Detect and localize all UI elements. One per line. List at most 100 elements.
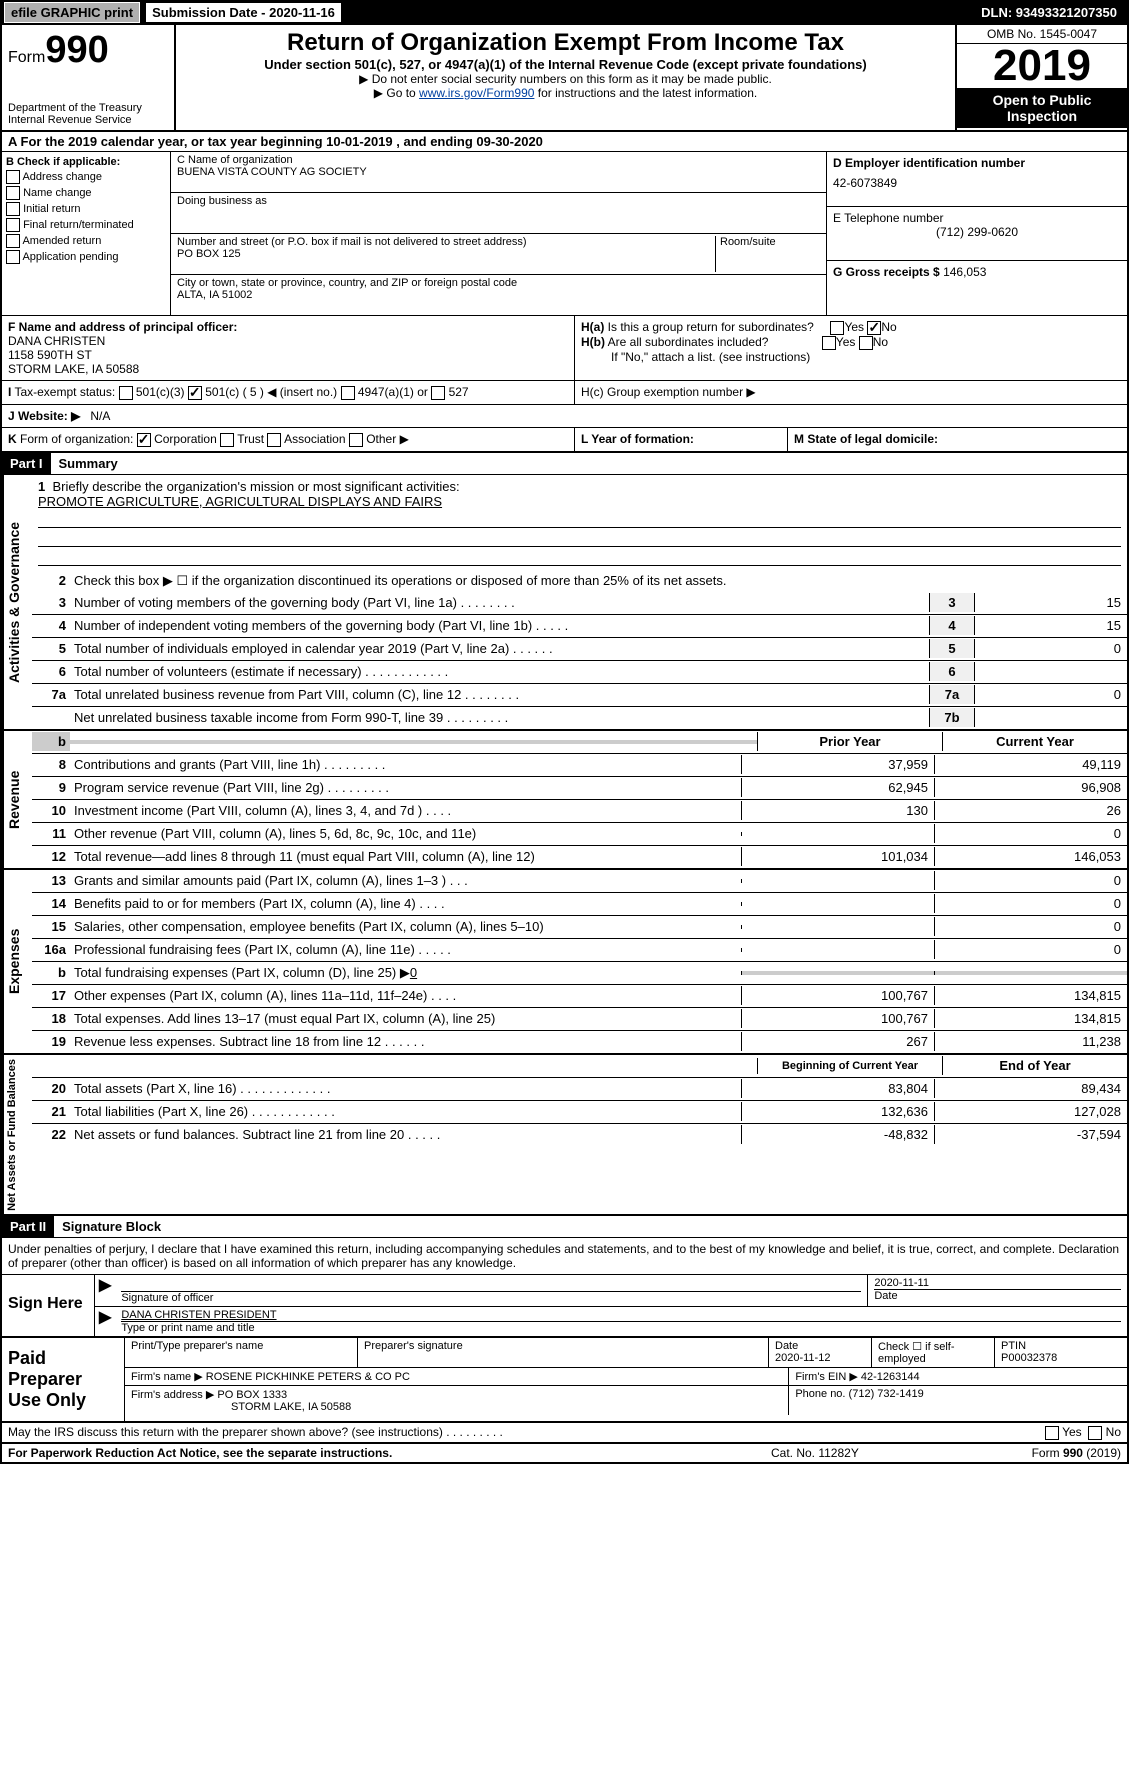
line17-curr: 134,815 [934, 986, 1127, 1005]
line16b-prior [741, 971, 934, 975]
line7a: Total unrelated business revenue from Pa… [70, 685, 929, 704]
prep-check[interactable]: Check ☐ if self-employed [872, 1338, 995, 1367]
line12-curr: 146,053 [934, 847, 1127, 866]
vert-revenue: Revenue [2, 731, 32, 868]
gross-label: G Gross receipts $ [833, 265, 940, 279]
prep-phone-label: Phone no. [795, 1388, 845, 1400]
part1-label: Part I [2, 453, 51, 474]
sec-b-label: B Check if applicable: [6, 156, 166, 168]
h-b: H(b) Are all subordinates included? Yes … [581, 335, 1121, 350]
form-no: 990 [45, 29, 108, 71]
col-current: Current Year [942, 732, 1127, 751]
officer-name: DANA CHRISTEN [8, 334, 105, 348]
footer-right: Form 990 (2019) [971, 1446, 1121, 1460]
line22-begin: -48,832 [741, 1125, 934, 1144]
room-label: Room/suite [715, 236, 820, 272]
preparer-label: Paid Preparer Use Only [2, 1338, 125, 1421]
line11: Other revenue (Part VIII, column (A), li… [70, 824, 741, 843]
note-link: ▶ Go to www.irs.gov/Form990 for instruct… [182, 86, 949, 100]
line14-curr: 0 [934, 894, 1127, 913]
firm-addr-label: Firm's address ▶ [131, 1389, 214, 1401]
cb-final[interactable]: Final return/terminated [6, 218, 166, 232]
cb-initial[interactable]: Initial return [6, 202, 166, 216]
phone-value: (712) 299-0620 [833, 225, 1121, 239]
line8: Contributions and grants (Part VIII, lin… [70, 755, 741, 774]
note-ssn: ▶ Do not enter social security numbers o… [182, 72, 949, 86]
cb-name[interactable]: Name change [6, 186, 166, 200]
line5: Total number of individuals employed in … [70, 639, 929, 658]
line9: Program service revenue (Part VIII, line… [70, 778, 741, 797]
line9-curr: 96,908 [934, 778, 1127, 797]
line19-curr: 11,238 [934, 1032, 1127, 1051]
irs-link[interactable]: www.irs.gov/Form990 [419, 86, 534, 100]
line21-begin: 132,636 [741, 1102, 934, 1121]
sign-here-label: Sign Here [2, 1275, 95, 1336]
cb-amended[interactable]: Amended return [6, 234, 166, 248]
section-l: L Year of formation: [575, 428, 788, 451]
section-b: B Check if applicable: Address change Na… [2, 152, 171, 315]
firm-ein: 42-1263144 [861, 1371, 920, 1383]
form-subtitle: Under section 501(c), 527, or 4947(a)(1)… [182, 57, 949, 72]
firm-name: ROSENE PICKHINKE PETERS & CO PC [206, 1371, 410, 1383]
form-number: Form990 [8, 29, 168, 72]
org-name: BUENA VISTA COUNTY AG SOCIETY [177, 166, 820, 178]
tax-year: 2019 [957, 44, 1127, 88]
gross-value: 146,053 [943, 265, 986, 279]
vert-expenses: Expenses [2, 870, 32, 1053]
line14: Benefits paid to or for members (Part IX… [70, 894, 741, 913]
efile-link[interactable]: efile GRAPHIC print [4, 2, 140, 23]
note-pre: ▶ Go to [374, 86, 419, 100]
line8-prior: 37,959 [741, 755, 934, 774]
cb-address[interactable]: Address change [6, 170, 166, 184]
addr-label: Number and street (or P.O. box if mail i… [177, 236, 715, 248]
line16b: Total fundraising expenses (Part IX, col… [70, 963, 741, 983]
h-a: H(a) Is this a group return for subordin… [581, 320, 1121, 335]
sig-officer-label: Signature of officer [121, 1291, 861, 1304]
line10-prior: 130 [741, 801, 934, 820]
prep-print-label: Print/Type preparer's name [125, 1338, 358, 1367]
note-post: for instructions and the latest informat… [534, 86, 757, 100]
line21: Total liabilities (Part X, line 26) . . … [70, 1102, 741, 1121]
line11-prior [741, 832, 934, 836]
officer-addr2: STORM LAKE, IA 50588 [8, 362, 139, 376]
discuss-yes[interactable]: Yes [1045, 1425, 1082, 1440]
line6-val [975, 670, 1127, 674]
form-label: Form [8, 49, 45, 66]
mission-text: PROMOTE AGRICULTURE, AGRICULTURAL DISPLA… [38, 494, 1121, 509]
prep-date: 2020-11-12 [775, 1352, 830, 1364]
firm-ein-label: Firm's EIN ▶ [795, 1371, 858, 1383]
line1-label: Briefly describe the organization's miss… [52, 479, 459, 494]
officer-label: F Name and address of principal officer: [8, 320, 237, 334]
section-m: M State of legal domicile: [788, 428, 1127, 451]
section-k: K Form of organization: Corporation Trus… [2, 428, 575, 451]
cb-pending[interactable]: Application pending [6, 250, 166, 264]
org-name-label: C Name of organization [177, 154, 820, 166]
line15-prior [741, 925, 934, 929]
ptin-value: P00032378 [1001, 1352, 1057, 1364]
ein-value: 42-6073849 [833, 176, 1121, 190]
line18: Total expenses. Add lines 13–17 (must eq… [70, 1009, 741, 1028]
form-title: Return of Organization Exempt From Incom… [182, 29, 949, 57]
line17-prior: 100,767 [741, 986, 934, 1005]
line9-prior: 62,945 [741, 778, 934, 797]
sig-date-label: Date [874, 1289, 1121, 1302]
line12-prior: 101,034 [741, 847, 934, 866]
col-end: End of Year [942, 1056, 1127, 1075]
line-a: A For the 2019 calendar year, or tax yea… [2, 132, 1127, 152]
line11-curr: 0 [934, 824, 1127, 843]
top-bar: efile GRAPHIC print Submission Date - 20… [0, 0, 1129, 25]
open-public: Open to Public Inspection [957, 88, 1127, 128]
line20: Total assets (Part X, line 16) . . . . .… [70, 1079, 741, 1098]
discuss-no[interactable]: No [1088, 1425, 1121, 1440]
line8-curr: 49,119 [934, 755, 1127, 774]
section-j: J Website: ▶ N/A [2, 405, 116, 427]
prep-date-label: Date [775, 1340, 798, 1352]
vert-netassets: Net Assets or Fund Balances [2, 1055, 32, 1215]
line20-end: 89,434 [934, 1079, 1127, 1098]
line6: Total number of volunteers (estimate if … [70, 662, 929, 681]
line16a-prior [741, 948, 934, 952]
line19-prior: 267 [741, 1032, 934, 1051]
line16b-curr [934, 971, 1127, 975]
section-i: I Tax-exempt status: 501(c)(3) 501(c) ( … [2, 381, 575, 404]
city-label: City or town, state or province, country… [177, 277, 820, 289]
